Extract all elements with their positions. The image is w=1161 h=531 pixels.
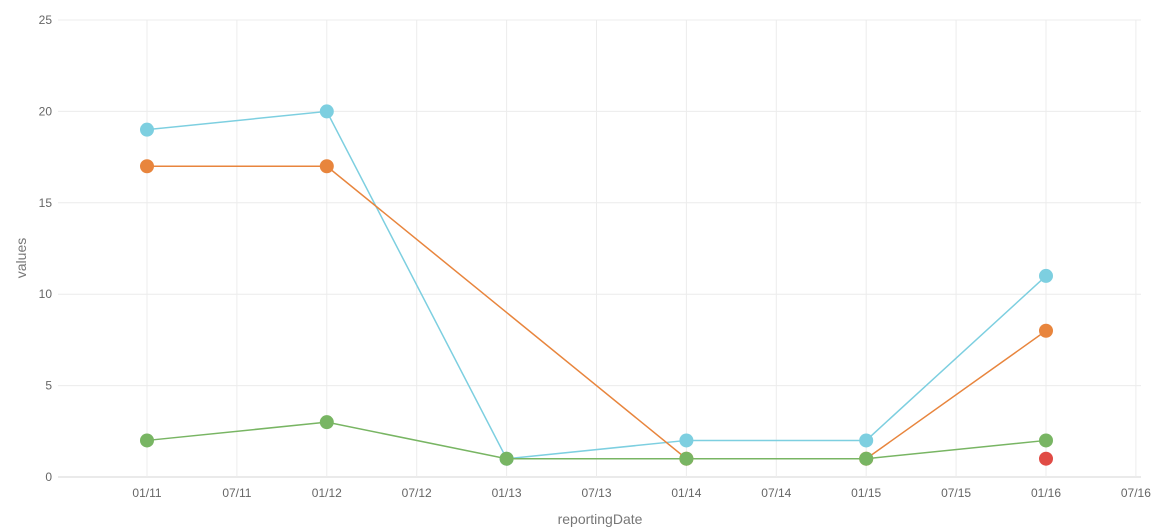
data-point[interactable] bbox=[1039, 268, 1053, 283]
data-point[interactable] bbox=[679, 451, 694, 466]
series-layer bbox=[140, 104, 1053, 466]
data-point[interactable] bbox=[319, 415, 334, 430]
x-tick-label: 07/11 bbox=[222, 486, 251, 500]
y-tick-label: 5 bbox=[45, 379, 52, 393]
data-point[interactable] bbox=[1039, 451, 1053, 466]
y-tick-label: 20 bbox=[39, 104, 53, 118]
data-point[interactable] bbox=[859, 433, 874, 448]
x-tick-label: 01/13 bbox=[492, 486, 522, 500]
x-tick-label: 07/14 bbox=[761, 486, 791, 500]
series-line-0 bbox=[146, 110, 1047, 460]
series-2 bbox=[140, 415, 1053, 466]
data-point[interactable] bbox=[1039, 433, 1053, 448]
data-point[interactable] bbox=[140, 159, 154, 174]
y-axis-ticks: 0 5 10 15 20 25 bbox=[39, 13, 53, 484]
data-point[interactable] bbox=[319, 104, 334, 119]
x-tick-label: 01/11 bbox=[132, 486, 161, 500]
x-tick-label: 07/16 bbox=[1121, 486, 1151, 500]
data-point[interactable] bbox=[140, 122, 154, 137]
series-line-2 bbox=[146, 421, 1047, 460]
x-axis-ticks: 01/11 07/11 01/12 07/12 01/13 07/13 01/14 07/14… bbox=[132, 486, 1151, 500]
x-tick-label: 01/16 bbox=[1031, 486, 1061, 500]
data-point[interactable] bbox=[499, 451, 514, 466]
x-axis-title: reportingDate bbox=[558, 511, 643, 527]
x-tick-label: 01/14 bbox=[671, 486, 701, 500]
y-axis-title: values bbox=[13, 238, 29, 278]
y-tick-label: 0 bbox=[45, 470, 52, 484]
x-tick-label: 01/15 bbox=[851, 486, 881, 500]
data-point[interactable] bbox=[140, 433, 154, 448]
y-tick-label: 15 bbox=[39, 196, 53, 210]
data-point[interactable] bbox=[319, 159, 334, 174]
x-tick-label: 07/13 bbox=[581, 486, 611, 500]
grid bbox=[58, 19, 1141, 478]
data-point[interactable] bbox=[679, 433, 694, 448]
y-tick-label: 10 bbox=[39, 287, 53, 301]
data-point[interactable] bbox=[859, 451, 874, 466]
series-3 bbox=[1039, 451, 1053, 466]
y-tick-label: 25 bbox=[39, 13, 53, 27]
x-tick-label: 07/15 bbox=[941, 486, 971, 500]
data-point[interactable] bbox=[1039, 323, 1053, 338]
x-tick-label: 01/12 bbox=[312, 486, 342, 500]
x-tick-label: 07/12 bbox=[402, 486, 432, 500]
